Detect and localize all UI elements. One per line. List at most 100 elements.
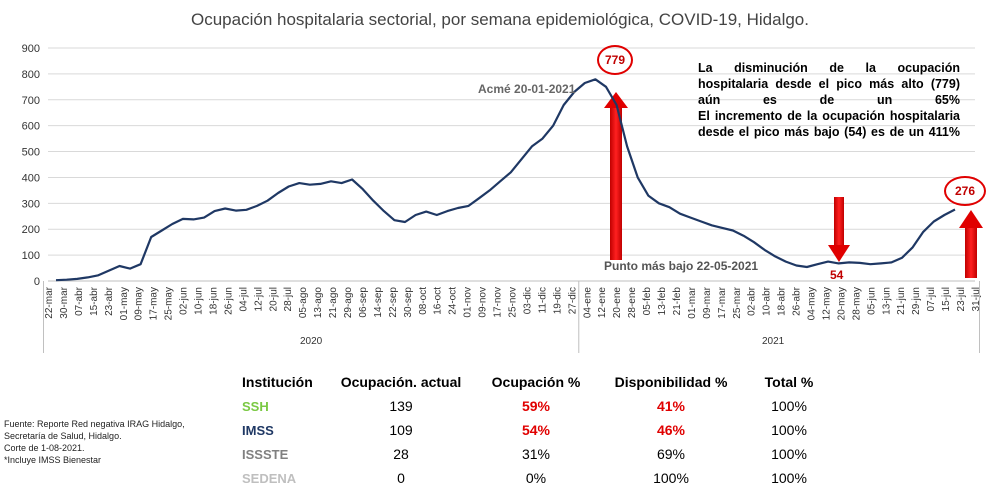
y-tick-label: 900 — [22, 43, 40, 55]
x-tick-label: 12-ene — [597, 287, 608, 319]
cell-total: 100% — [771, 398, 807, 414]
year-label-2021: 2021 — [762, 336, 785, 347]
x-tick-label: 21-feb — [672, 287, 683, 316]
table-header-row: Institución Ocupación. actual Ocupación … — [236, 370, 832, 394]
x-tick-label: 05-feb — [642, 287, 653, 316]
x-tick-label: 01-nov — [463, 287, 474, 318]
x-tick-label: 01-may — [119, 287, 130, 320]
x-tick-label: 25-mar — [732, 286, 743, 318]
x-tick-label: 21-jun — [896, 287, 907, 315]
source-line: Corte de 1-08-2021. — [4, 443, 85, 453]
x-tick-label: 13-feb — [657, 287, 668, 316]
cell-ocupacion-actual: 28 — [393, 446, 409, 462]
y-tick-label: 700 — [22, 95, 40, 107]
x-tick-label: 18-abr — [777, 286, 788, 316]
x-tick-label: 26-jun — [223, 287, 234, 315]
peak-label: Acmé 20-01-2021 — [478, 82, 576, 96]
chart-title: Ocupación hospitalaria sectorial, por se… — [191, 10, 809, 29]
x-tick-label: 10-jun — [194, 287, 205, 315]
x-tick-label: 09-may — [134, 287, 145, 320]
cell-ocupacion-pct: 54% — [521, 422, 551, 438]
summary-line-increase: El incremento de la ocupación hospitalar… — [698, 109, 960, 139]
cell-disponibilidad: 41% — [656, 398, 686, 414]
x-tick-label: 11-dic — [537, 287, 548, 314]
y-tick-label: 200 — [22, 224, 40, 236]
x-tick-label: 10-abr — [762, 286, 773, 316]
cell-total: 100% — [771, 422, 807, 438]
x-tick-label: 20-ene — [612, 287, 623, 319]
series-line — [55, 78, 956, 282]
table-row: SEDENA 0 0% 100% 100% — [236, 466, 832, 490]
header-total: Total % — [764, 374, 814, 390]
x-tick-label: 13-ago — [313, 287, 324, 319]
summary-line-decrease: La disminución de la ocupación hospitala… — [698, 61, 960, 107]
cell-ocupacion-actual: 0 — [397, 470, 405, 486]
x-tick-label: 15-jul — [941, 287, 952, 311]
cell-ocupacion-actual: 109 — [389, 422, 413, 438]
x-tick-label: 17-mar — [717, 286, 728, 318]
occupancy-table: Institución Ocupación. actual Ocupación … — [236, 370, 832, 490]
low-arrow-shaft — [834, 197, 844, 245]
x-tick-label: 13-jun — [881, 287, 892, 315]
y-tick-label: 400 — [22, 172, 40, 184]
peak-arrow-head — [604, 92, 628, 108]
y-tick-label: 300 — [22, 198, 40, 210]
x-tick-label: 31-jul — [971, 287, 982, 311]
x-tick-label: 02-jun — [179, 287, 190, 315]
cell-total: 100% — [771, 446, 807, 462]
x-tick-label: 28-jul — [283, 287, 294, 311]
x-tick-label: 05-ago — [298, 287, 309, 319]
year-label-2020: 2020 — [300, 336, 323, 347]
source-line: *Incluye IMSS Bienestar — [4, 455, 102, 465]
x-tick-label: 08-oct — [418, 287, 429, 315]
x-tick-label: 04-ene — [582, 287, 593, 319]
cell-institucion: SEDENA — [242, 470, 297, 486]
x-tick-label: 23-jul — [956, 287, 967, 311]
x-tick-label: 30-mar — [59, 286, 70, 318]
x-tick-label: 26-abr — [792, 286, 803, 316]
x-tick-label: 06-sep — [358, 287, 369, 318]
table-row: SSH 139 59% 41% 100% — [236, 394, 832, 418]
x-tick-label: 30-sep — [403, 287, 414, 318]
source-note: Fuente: Reporte Red negativa IRAG Hidalg… — [4, 418, 185, 466]
cell-ocupacion-pct: 31% — [521, 446, 551, 462]
low-point-label: Punto más bajo 22-05-2021 — [604, 259, 759, 273]
x-tick-label: 04-jul — [238, 287, 249, 311]
x-tick-label: 20-may — [836, 287, 847, 320]
x-tick-label: 22-mar — [44, 286, 55, 318]
y-tick-label: 100 — [22, 250, 40, 262]
cell-disponibilidad: 100% — [653, 470, 689, 486]
x-tick-label: 04-may — [807, 287, 818, 320]
x-tick-label: 01-mar — [687, 286, 698, 318]
x-tick-label: 14-sep — [373, 287, 384, 318]
header-institucion: Institución — [242, 374, 313, 390]
y-tick-label: 0 — [34, 276, 40, 288]
x-tick-label: 27-dic — [567, 287, 578, 314]
x-tick-label: 20-jul — [268, 287, 279, 311]
header-ocupacion-pct: Ocupación % — [491, 374, 581, 390]
x-tick-label: 07-abr — [74, 286, 85, 316]
last-arrow-head — [959, 210, 983, 228]
cell-institucion: ISSSTE — [242, 446, 289, 462]
x-tick-label: 25-nov — [508, 287, 519, 318]
x-tick-label: 29-jun — [911, 287, 922, 315]
x-tick-label: 09-mar — [702, 286, 713, 318]
x-tick-label: 17-nov — [493, 287, 504, 318]
x-tick-label: 24-oct — [448, 287, 459, 315]
x-tick-label: 07-jul — [926, 287, 937, 311]
x-tick-label: 12-may — [821, 287, 832, 320]
cell-ocupacion-actual: 139 — [389, 398, 413, 414]
last-value-bubble: 276 — [944, 176, 986, 206]
x-tick-label: 02-abr — [747, 286, 758, 316]
x-tick-label: 18-jun — [208, 287, 219, 315]
low-arrow-head — [828, 245, 850, 262]
x-tick-label: 23-abr — [104, 286, 115, 316]
x-tick-label: 28-may — [851, 287, 862, 320]
y-tick-label: 600 — [22, 121, 40, 133]
cell-disponibilidad: 69% — [656, 446, 686, 462]
x-tick-label: 16-oct — [433, 287, 444, 315]
peak-arrow-shaft — [610, 108, 622, 260]
x-tick-label: 17-may — [149, 287, 160, 320]
peak-value-bubble: 779 — [597, 45, 633, 75]
cell-institucion: IMSS — [242, 422, 274, 438]
